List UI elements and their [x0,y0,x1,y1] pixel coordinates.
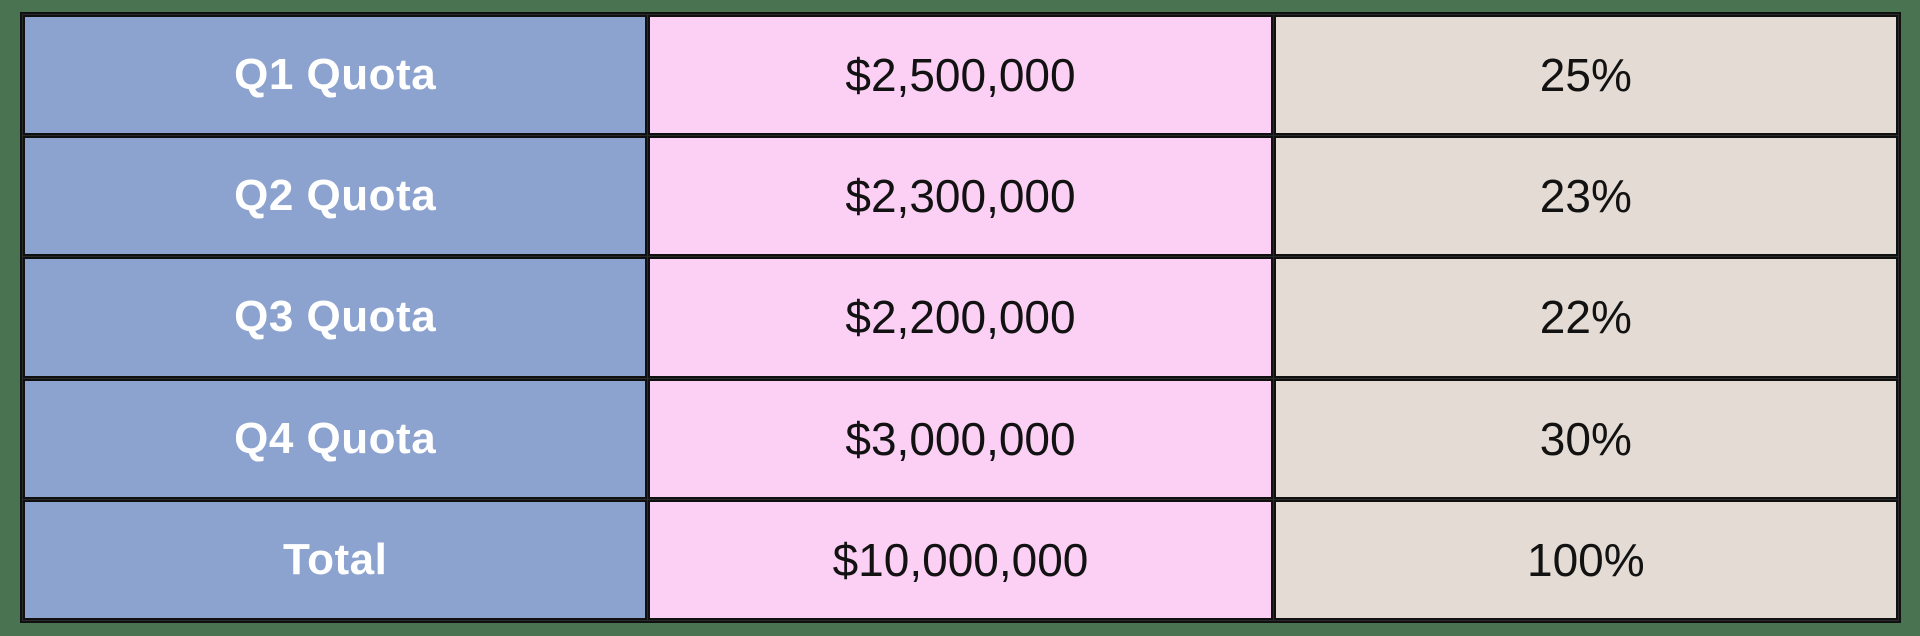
quarter-label-cell: Q4 Quota [23,378,648,499]
quota-percent-cell: 22% [1273,257,1898,378]
quota-amount-cell: $2,300,000 [648,136,1273,257]
quota-amount-cell: $2,500,000 [648,15,1273,136]
quota-percent-cell: 25% [1273,15,1898,136]
quota-percent-cell: 23% [1273,136,1898,257]
quarter-label-cell: Q1 Quota [23,15,648,136]
quota-amount-cell: $2,200,000 [648,257,1273,378]
table-row: Q2 Quota $2,300,000 23% [23,136,1898,257]
quarter-label-cell: Q2 Quota [23,136,648,257]
quota-percent-cell: 30% [1273,378,1898,499]
total-percent-cell: 100% [1273,499,1898,620]
total-amount-cell: $10,000,000 [648,499,1273,620]
total-label-cell: Total [23,499,648,620]
quota-table: Q1 Quota $2,500,000 25% Q2 Quota $2,300,… [20,12,1901,623]
table-row: Q4 Quota $3,000,000 30% [23,378,1898,499]
quota-amount-cell: $3,000,000 [648,378,1273,499]
table-row: Q3 Quota $2,200,000 22% [23,257,1898,378]
table-row-total: Total $10,000,000 100% [23,499,1898,620]
table-row: Q1 Quota $2,500,000 25% [23,15,1898,136]
quarter-label-cell: Q3 Quota [23,257,648,378]
